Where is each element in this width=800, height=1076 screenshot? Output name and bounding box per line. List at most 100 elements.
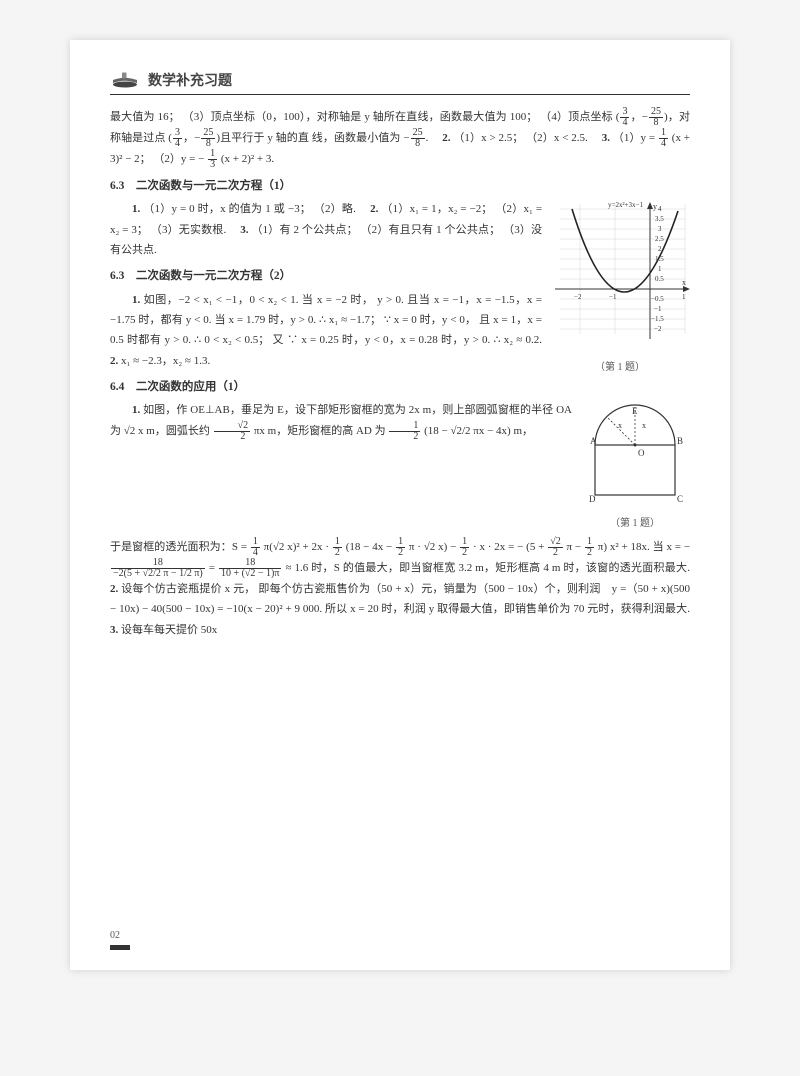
- text: （2）x < 2.5.: [526, 132, 588, 144]
- frac: 12: [460, 537, 469, 558]
- section-title-64: 6.4 二次函数的应用（1）: [110, 377, 690, 398]
- text: x₁ ≈ −2.3，x₂ ≈ 1.3.: [121, 355, 210, 367]
- figure-parabola: y=2x²+3x−1 4 3.5 3 2.5 2 1.5 1 0.5 −0.5 …: [550, 199, 690, 377]
- item-number: 3.: [240, 224, 248, 236]
- svg-text:4: 4: [658, 205, 662, 213]
- text: （1）y = 0 时，x 的值为 1 或 −3；: [143, 203, 310, 215]
- text: （1）y =: [613, 132, 655, 144]
- text: (18 − √2/2 πx − 4x): [424, 425, 511, 437]
- text: π(√2 x)² + 2x ·: [264, 541, 329, 553]
- item-number: 1.: [132, 203, 140, 215]
- frac: √22: [548, 537, 563, 558]
- text: 当 x = −2 时，: [302, 294, 374, 306]
- text: 如图，作 OE⊥AB，垂足为 E，设下部矩形窗框的宽为: [143, 404, 406, 416]
- frac: 34: [173, 128, 182, 149]
- text: 于是窗框的透光面积为：S =: [110, 541, 247, 553]
- text: （1）x > 2.5；: [453, 132, 523, 144]
- parabola-chart: y=2x²+3x−1 4 3.5 3 2.5 2 1.5 1 0.5 −0.5 …: [550, 199, 690, 349]
- window-diagram: A B C D E O x x: [580, 400, 690, 505]
- page-number-text: 02: [110, 930, 120, 941]
- frac: 12: [396, 537, 405, 558]
- text: 当 x =: [653, 541, 681, 553]
- text: y 取得最大值，即销售单价为 70 元时，获得利润最大.: [429, 603, 690, 615]
- item-number: 1.: [132, 404, 140, 416]
- text: （4）顶点坐标: [540, 111, 613, 123]
- text: （2）略.: [314, 203, 356, 215]
- label-C: C: [677, 494, 683, 504]
- den: 2: [389, 432, 420, 442]
- text: (18 − 4x: [346, 541, 384, 553]
- text: 当 x = 1.79 时，y > 0. ∴ x₁ ≈ −1.7；: [214, 314, 381, 326]
- frac: 14: [251, 537, 260, 558]
- book-icon: [110, 71, 140, 89]
- frac: 258: [649, 107, 663, 128]
- text: ∵ x = 0 时，y < 0，: [384, 314, 476, 326]
- text: 所以 x = 20 时，利润: [325, 603, 426, 615]
- text: π) x² + 18x.: [598, 541, 650, 553]
- text: π −: [567, 541, 584, 553]
- frac: 12: [333, 537, 342, 558]
- text: （1）有 2 个公共点；: [251, 224, 357, 236]
- den: 2: [585, 548, 594, 558]
- text: 又 ∵: [272, 334, 298, 346]
- text: （3）顶点坐标（0，100），对称轴是 y 轴所在直线，函数最大值为: [183, 111, 507, 123]
- den: 2: [333, 548, 342, 558]
- item-number: 2.: [110, 355, 118, 367]
- den: 4: [620, 118, 629, 128]
- item-number: 1.: [132, 294, 140, 306]
- paragraph-64b: 于是窗框的透光面积为：S = 14 π(√2 x)² + 2x · 12 (18…: [110, 537, 690, 640]
- svg-text:3.5: 3.5: [655, 215, 664, 223]
- bigfrac: 18−2(5 + √2/2 π − 1/2 π): [111, 558, 205, 579]
- den: 2: [214, 432, 251, 442]
- text: （3）无实数根.: [151, 224, 226, 236]
- svg-text:−0.5: −0.5: [651, 295, 664, 303]
- den: −2(5 + √2/2 π − 1/2 π): [111, 569, 205, 579]
- chart-eq: y=2x²+3x−1: [608, 201, 643, 209]
- text: 即每个仿古瓷瓶售价为（50 + x）元，销量为（500 − 10x）个，则利润 …: [258, 583, 657, 595]
- text: 设每车每天提价 50x: [121, 624, 217, 636]
- text: −: [386, 541, 395, 553]
- frac: 258: [201, 128, 215, 149]
- label-B: B: [677, 436, 683, 446]
- text: 设每个仿古瓷瓶提价 x 元，: [121, 583, 255, 595]
- svg-text:1: 1: [682, 293, 686, 301]
- den: 10 + (√2 − 1)π: [219, 569, 281, 579]
- item-number: 3.: [602, 132, 610, 144]
- label-D: D: [589, 494, 596, 504]
- page: 数学补充习题 最大值为 16； （3）顶点坐标（0，100），对称轴是 y 轴所…: [70, 40, 730, 970]
- svg-text:3: 3: [658, 225, 662, 233]
- svg-text:2.5: 2.5: [655, 235, 664, 243]
- svg-text:−1: −1: [609, 293, 617, 301]
- page-number-bar: [110, 945, 130, 950]
- svg-text:1: 1: [658, 265, 662, 273]
- text: x = 0.25 时，y < 0，x = 0.28 时，y > 0. ∴ x₂ …: [301, 334, 542, 346]
- page-number: 02: [110, 930, 130, 952]
- text: (x + 2)² + 3.: [221, 153, 274, 165]
- text: π · √2 x) −: [409, 541, 459, 553]
- figure-caption-1: （第 1 题）: [550, 359, 690, 378]
- svg-text:−1: −1: [654, 305, 662, 313]
- text: 100；: [510, 111, 538, 123]
- text: 3.2 m，矩形框高 4 m 时，该窗的透光面积最大.: [458, 562, 690, 574]
- den: 2: [548, 548, 563, 558]
- bigfrac: 1810 + (√2 − 1)π: [219, 558, 281, 579]
- section-title-63-1: 6.3 二次函数与一元二次方程（1）: [110, 176, 690, 197]
- svg-text:−1.5: −1.5: [651, 315, 664, 323]
- frac: 12: [389, 421, 420, 442]
- text: （2）y = −: [153, 153, 204, 165]
- svg-text:0.5: 0.5: [655, 275, 664, 283]
- svg-text:−2: −2: [654, 325, 662, 333]
- frac: 34: [620, 107, 629, 128]
- text: (x +: [672, 132, 690, 144]
- frac: 12: [585, 537, 594, 558]
- frac: 14: [659, 128, 668, 149]
- text: 最大值为 16；: [110, 111, 180, 123]
- item-number: 2.: [442, 132, 450, 144]
- figure-caption-2: （第 1 题）: [580, 515, 690, 534]
- item-number: 2.: [370, 203, 378, 215]
- item-number: 3.: [110, 624, 118, 636]
- frac: 13: [208, 149, 217, 170]
- text: ≈ 1.6 时，S 的值最大，即当窗框宽: [285, 562, 455, 574]
- header-title: 数学补充习题: [148, 70, 232, 90]
- body-content: 最大值为 16； （3）顶点坐标（0，100），对称轴是 y 轴所在直线，函数最…: [110, 107, 690, 640]
